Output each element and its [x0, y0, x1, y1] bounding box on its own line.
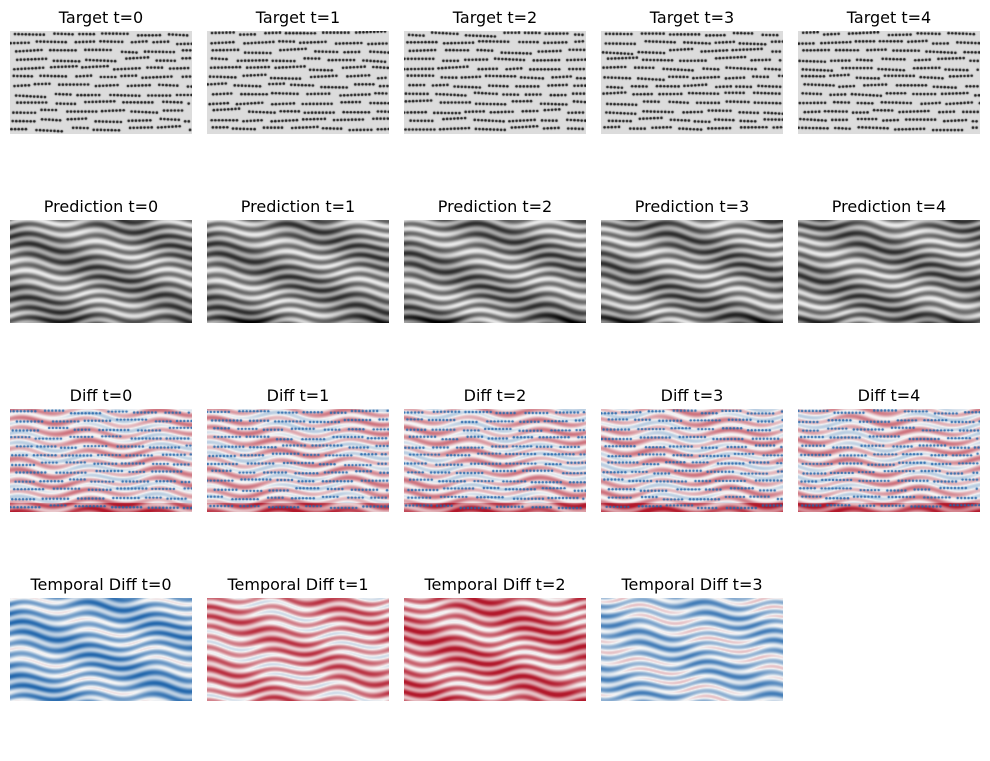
diff-image-2 [404, 409, 586, 512]
temporal-diff-image-2 [404, 598, 586, 701]
panel-title-diff-0: Diff t=0 [69, 386, 133, 405]
panel-title-diff-2: Diff t=2 [463, 386, 527, 405]
target-image-4 [798, 31, 980, 134]
panel-title-target-1: Target t=1 [255, 8, 341, 27]
panel-title-target-3: Target t=3 [649, 8, 735, 27]
panel-title-prediction-2: Prediction t=2 [437, 197, 553, 216]
target-image-1 [207, 31, 389, 134]
panel-title-prediction-0: Prediction t=0 [43, 197, 159, 216]
diff-image-3 [601, 409, 783, 512]
diff-image-4 [798, 409, 980, 512]
panel-title-temporal-diff-1: Temporal Diff t=1 [227, 575, 369, 594]
prediction-image-2 [404, 220, 586, 323]
target-image-3 [601, 31, 783, 134]
panel-title-diff-3: Diff t=3 [660, 386, 724, 405]
panel-title-temporal-diff-0: Temporal Diff t=0 [30, 575, 172, 594]
panel-title-diff-4: Diff t=4 [857, 386, 921, 405]
panel-title-prediction-4: Prediction t=4 [831, 197, 947, 216]
panel-title-target-2: Target t=2 [452, 8, 538, 27]
prediction-image-3 [601, 220, 783, 323]
panel-title-prediction-1: Prediction t=1 [240, 197, 356, 216]
temporal-diff-image-0 [10, 598, 192, 701]
temporal-diff-image-3 [601, 598, 783, 701]
prediction-image-1 [207, 220, 389, 323]
panel-title-diff-1: Diff t=1 [266, 386, 330, 405]
target-image-0 [10, 31, 192, 134]
panel-title-target-0: Target t=0 [58, 8, 144, 27]
prediction-image-4 [798, 220, 980, 323]
diff-image-1 [207, 409, 389, 512]
panel-title-temporal-diff-3: Temporal Diff t=3 [621, 575, 763, 594]
target-image-2 [404, 31, 586, 134]
panel-title-temporal-diff-2: Temporal Diff t=2 [424, 575, 566, 594]
prediction-image-0 [10, 220, 192, 323]
panel-title-prediction-3: Prediction t=3 [634, 197, 750, 216]
temporal-diff-image-1 [207, 598, 389, 701]
panel-title-target-4: Target t=4 [846, 8, 932, 27]
diff-image-0 [10, 409, 192, 512]
